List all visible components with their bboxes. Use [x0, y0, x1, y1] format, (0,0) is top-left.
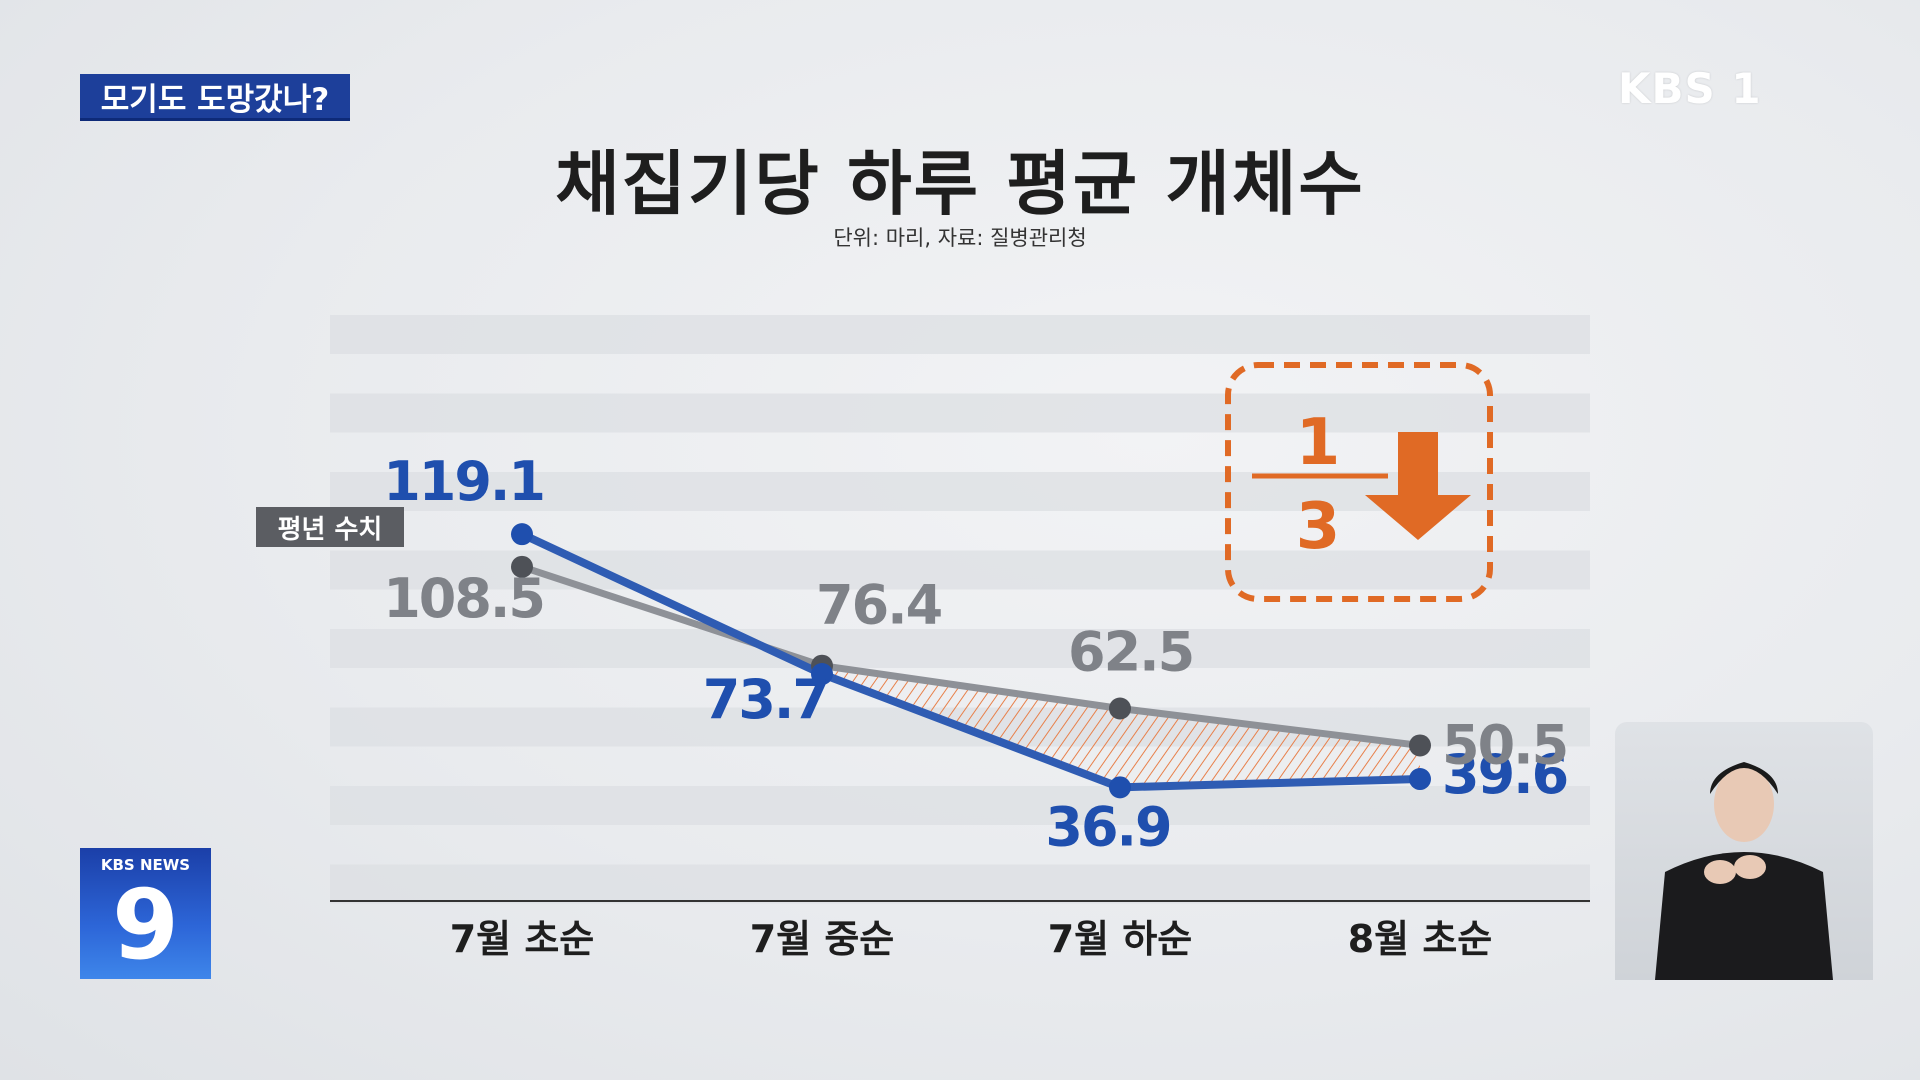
data-point-current	[811, 663, 833, 686]
grid-band	[330, 786, 1590, 825]
grid-band	[330, 629, 1590, 668]
value-label-current: 119.1	[383, 450, 544, 513]
ratio-denominator: 3	[1296, 490, 1341, 564]
chart-title: 채집기당 하루 평균 개체수	[555, 143, 1365, 225]
avg-series-label: 평년 수치	[256, 507, 404, 547]
ratio-numerator: 1	[1296, 406, 1341, 480]
x-tick-labels: 7월 초순 7월 중순 7월 하순 8월 초순	[450, 917, 1493, 961]
data-point-average	[1409, 734, 1431, 757]
grid-band	[330, 315, 1590, 354]
data-point-average	[511, 555, 533, 578]
x-tick-label: 7월 중순	[750, 917, 895, 961]
data-point-average	[1109, 697, 1131, 720]
grid-bands	[330, 315, 1590, 904]
value-label-average: 62.5	[1068, 621, 1193, 684]
value-label-current: 73.7	[703, 668, 828, 731]
value-label-average: 50.5	[1442, 713, 1567, 776]
series-line-average	[520, 563, 1421, 749]
value-label-current: 39.6	[1442, 743, 1567, 806]
difference-hatch-area	[822, 665, 1420, 788]
news-logo-number: 9	[112, 869, 179, 981]
data-point-current	[511, 523, 533, 546]
series-line-current	[520, 530, 1421, 792]
down-arrow-icon	[1365, 432, 1471, 540]
topic-caption: 모기도 도망갔나?	[80, 74, 350, 121]
data-point-current	[1409, 768, 1431, 791]
channel-logo: KBS 1	[1618, 64, 1762, 113]
value-label-average: 108.5	[383, 567, 544, 630]
kbs-news9-logo: KBS NEWS 9	[80, 848, 211, 981]
x-tick-label: 7월 하순	[1048, 917, 1193, 961]
value-label-current: 36.9	[1045, 795, 1170, 858]
grid-band	[330, 864, 1590, 904]
chart-subtitle: 단위: 마리, 자료: 질병관리청	[833, 226, 1087, 250]
sign-language-interpreter-inset	[1615, 722, 1873, 980]
x-tick-label: 8월 초순	[1348, 917, 1493, 961]
value-label-average: 76.4	[816, 574, 942, 637]
news-logo-small: KBS NEWS	[100, 856, 191, 874]
grid-band	[330, 393, 1590, 433]
x-tick-label: 7월 초순	[450, 917, 595, 961]
data-point-current	[1109, 776, 1131, 799]
ratio-annotation: 1 3	[1225, 362, 1493, 602]
